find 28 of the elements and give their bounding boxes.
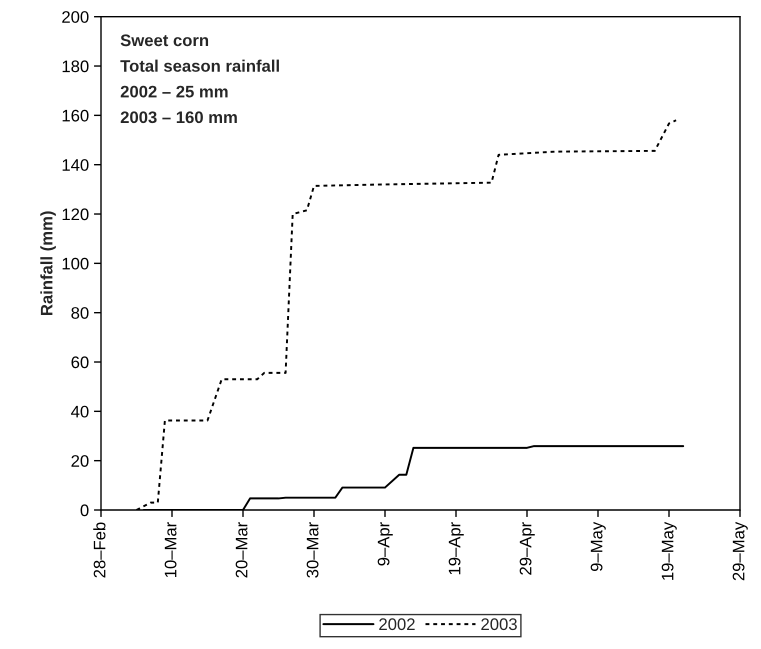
x-tick-label: 19–May <box>662 522 677 580</box>
annotation: 2002 – 25 mm <box>120 86 228 98</box>
y-tick-label: 0 <box>80 504 89 516</box>
x-tick-label: 28–Feb <box>93 522 106 578</box>
y-axis-title: Rainfall (mm) <box>40 211 56 316</box>
x-tick-label: 20–Mar <box>236 522 248 578</box>
annotation: Total season rainfall <box>120 60 279 72</box>
y-tick-label: 200 <box>62 11 89 23</box>
legend-label: 2003 <box>481 618 517 630</box>
legend-label: 2002 <box>379 618 415 630</box>
x-tick-label: 29–Apr <box>520 522 535 575</box>
annotation: 2003 – 160 mm <box>120 111 237 124</box>
x-tick-label: 9–Apr <box>378 522 393 566</box>
y-tick-label: 140 <box>62 159 89 171</box>
y-tick-label: 40 <box>71 406 89 418</box>
y-tick-label: 160 <box>62 110 89 122</box>
y-tick-label: 20 <box>71 455 89 467</box>
x-tick-label: 29–May <box>732 522 748 580</box>
y-tick-label: 180 <box>62 60 89 72</box>
y-tick-label: 80 <box>71 307 89 319</box>
x-tick-label: 30–Mar <box>306 522 318 578</box>
annotation: Sweet corn <box>120 34 208 46</box>
x-tick-label: 9–May <box>590 522 606 572</box>
x-tick-label: 19–Apr <box>448 522 464 574</box>
y-tick-label: 60 <box>72 356 89 368</box>
x-tick-label: 10–Mar <box>164 522 176 578</box>
y-tick-label: 120 <box>62 208 89 220</box>
y-tick-label: 100 <box>62 258 89 270</box>
